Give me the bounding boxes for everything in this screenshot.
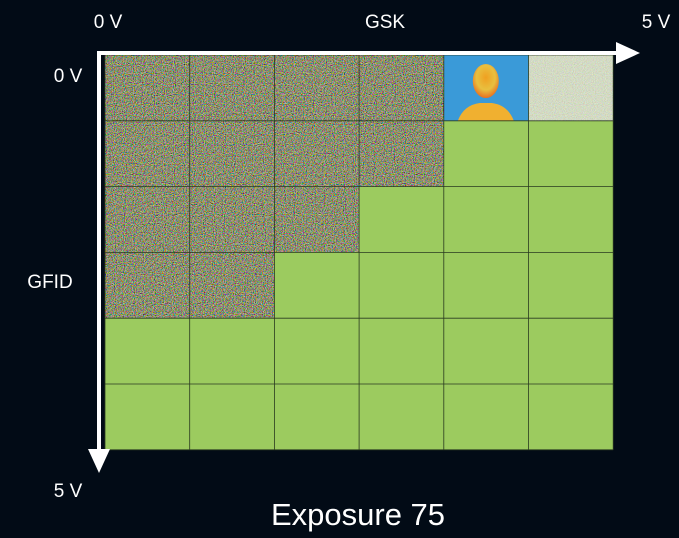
x-start-label: 0 V <box>94 12 123 33</box>
green-cell <box>359 252 444 318</box>
x-end-label: 5 V <box>642 12 671 33</box>
green-cell <box>529 121 614 187</box>
green-cell <box>444 187 529 253</box>
green-cell <box>444 384 529 450</box>
noise-cell <box>190 187 275 253</box>
noise-cell <box>274 121 359 187</box>
green-cell <box>359 187 444 253</box>
noise-cell <box>190 55 275 121</box>
noise-cell <box>105 121 190 187</box>
noise-cell <box>105 252 190 318</box>
noise-cell <box>274 187 359 253</box>
green-cell <box>444 318 529 384</box>
green-cell <box>190 384 275 450</box>
green-cell <box>274 252 359 318</box>
y-start-label: 0 V <box>54 66 83 87</box>
noise-cell <box>190 121 275 187</box>
grid <box>105 55 613 450</box>
noise-cell <box>359 55 444 121</box>
green-cell <box>529 187 614 253</box>
noise-cell <box>359 121 444 187</box>
page: 0 V GSK 5 V 0 V GFID 5 V Exposure 75 (()… <box>0 0 679 538</box>
noise-cell <box>105 55 190 121</box>
thermal-head <box>473 64 499 98</box>
green-cell <box>529 318 614 384</box>
green-cell <box>105 384 190 450</box>
noise-cell <box>190 252 275 318</box>
green-cell <box>529 252 614 318</box>
green-cell <box>274 384 359 450</box>
green-cell <box>105 318 190 384</box>
green-cell <box>359 384 444 450</box>
x-axis-title: GSK <box>365 12 405 33</box>
green-cell <box>274 318 359 384</box>
noise-cell <box>274 55 359 121</box>
noise-cell <box>105 187 190 253</box>
green-cell <box>444 121 529 187</box>
caption: Exposure 75 <box>271 497 445 532</box>
green-cell <box>444 252 529 318</box>
figure: 0 V GSK 5 V 0 V GFID 5 V Exposure 75 <box>0 0 679 538</box>
green-cell <box>529 384 614 450</box>
faint-noise-cell <box>529 55 614 121</box>
y-axis-title: GFID <box>27 272 72 293</box>
green-cell <box>190 318 275 384</box>
y-end-label: 5 V <box>54 481 83 502</box>
green-cell <box>359 318 444 384</box>
